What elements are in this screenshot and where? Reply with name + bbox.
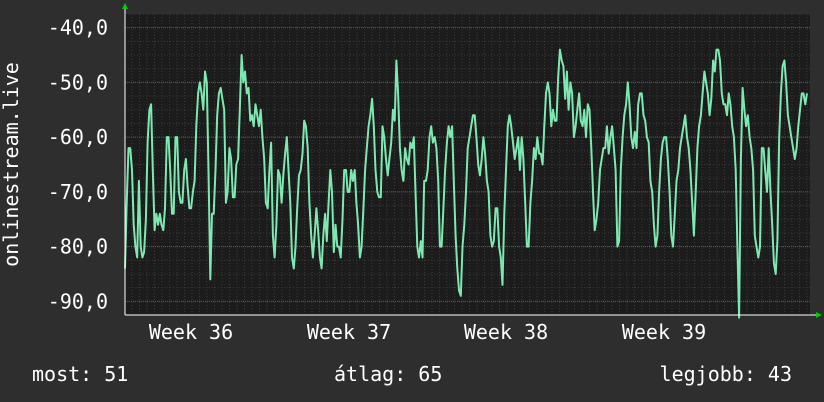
y-tick-label: -90,0 <box>48 289 108 313</box>
x-axis-arrow <box>816 312 822 318</box>
x-tick-label: Week 39 <box>622 320 706 344</box>
line-chart: -40,0 -50,0 -60,0 -70,0 -80,0 -90,0 onlinestre… <box>0 3 822 344</box>
series-line <box>124 48 808 319</box>
x-tick-label: Week 37 <box>307 320 391 344</box>
x-tick-label: Week 36 <box>149 320 233 344</box>
y-tick-label: -80,0 <box>48 235 108 259</box>
y-axis-label: onlinestream.live <box>0 62 23 267</box>
y-axis-arrow <box>122 3 128 9</box>
y-tick-label: -70,0 <box>48 180 108 204</box>
current-value: most: 51 <box>32 362 129 386</box>
y-tick-label: -50,0 <box>48 70 108 94</box>
y-tick-label: -40,0 <box>48 16 108 40</box>
average-value: átlag: 65 <box>334 362 443 386</box>
best-value: legjobb: 43 <box>659 362 792 386</box>
x-tick-label: Week 38 <box>464 320 548 344</box>
y-tick-label: -60,0 <box>48 125 108 149</box>
